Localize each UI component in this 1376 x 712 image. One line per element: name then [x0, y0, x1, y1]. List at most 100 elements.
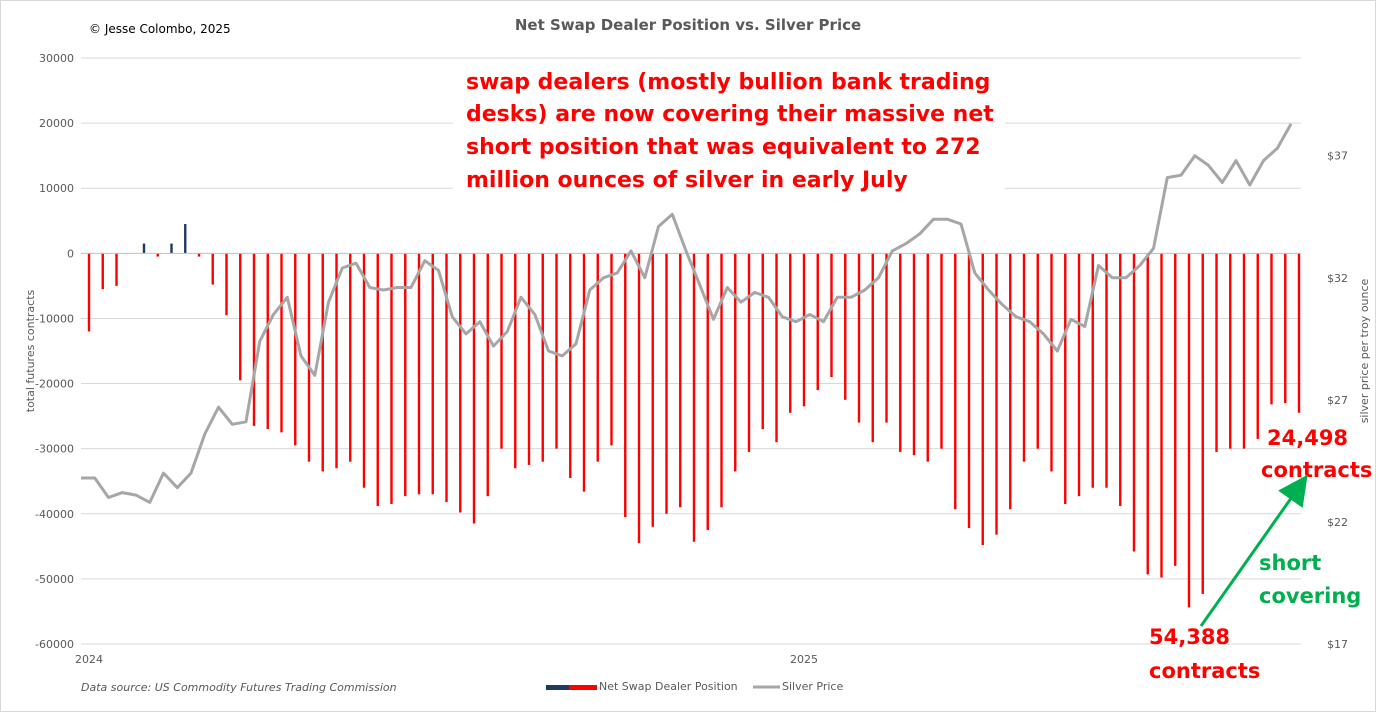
bar — [101, 253, 104, 290]
y-tick-label: -10000 — [35, 312, 74, 325]
bar — [225, 253, 228, 316]
bar — [995, 253, 998, 535]
y-tick-label: -50000 — [35, 573, 74, 586]
low-value-label: 54,388 — [1149, 625, 1230, 649]
bar — [1091, 253, 1094, 488]
legend-bar-swatch-positive — [546, 685, 569, 690]
bar — [1242, 253, 1246, 449]
bar — [830, 253, 833, 378]
silver-price-line — [81, 123, 1293, 504]
y2-tick-label: $37 — [1327, 150, 1348, 163]
y-axis-title: total futures contracts — [24, 290, 37, 413]
bar — [294, 253, 297, 446]
y-tick-label: -30000 — [35, 443, 74, 456]
bar — [885, 253, 888, 423]
bar — [954, 253, 957, 510]
bar — [761, 253, 764, 430]
bar — [1284, 253, 1287, 404]
bar — [569, 253, 572, 478]
bar — [789, 253, 792, 413]
bar — [1064, 253, 1067, 505]
bar — [1256, 253, 1259, 439]
y2-tick-label: $22 — [1327, 516, 1348, 529]
bar — [1022, 253, 1026, 462]
bar — [940, 253, 943, 449]
bar — [1105, 253, 1108, 488]
bar — [541, 253, 544, 462]
annotation-line-2: desks) are now covering their massive ne… — [466, 102, 994, 127]
short-covering-arrow — [1199, 474, 1308, 627]
bar — [1160, 253, 1163, 578]
bar — [1215, 253, 1218, 452]
latest-unit-label: contracts — [1261, 458, 1372, 482]
bar — [376, 253, 379, 506]
bar — [445, 253, 448, 503]
bar — [747, 253, 751, 452]
bar — [170, 243, 173, 254]
bar — [459, 253, 462, 513]
bar — [156, 253, 159, 257]
bar — [1297, 253, 1301, 413]
bar — [844, 253, 847, 400]
legend-bar-swatch-negative — [569, 685, 597, 690]
bar — [912, 253, 916, 456]
bar — [390, 253, 393, 505]
bar — [981, 253, 984, 546]
bar — [802, 253, 806, 407]
bar — [1050, 253, 1053, 472]
legend: Net Swap Dealer Position Silver Price — [546, 680, 843, 693]
bar — [857, 253, 861, 423]
bar — [926, 253, 929, 462]
chart-title: Net Swap Dealer Position vs. Silver Pric… — [515, 16, 861, 34]
bar — [1036, 253, 1039, 449]
bar — [871, 253, 874, 443]
bar — [514, 253, 517, 469]
bar — [472, 253, 476, 524]
bar — [967, 253, 971, 529]
bar — [679, 253, 682, 508]
bar — [252, 253, 256, 426]
bar — [637, 253, 641, 544]
bar — [665, 253, 668, 514]
legend-line-label: Silver Price — [782, 680, 843, 693]
short-covering-label-2: covering — [1259, 584, 1361, 608]
copyright-text: © Jesse Colombo, 2025 — [89, 22, 231, 36]
y-tick-label: -40000 — [35, 508, 74, 521]
bar — [1077, 253, 1081, 497]
bar — [87, 253, 91, 332]
bar — [1174, 253, 1177, 566]
bar — [775, 253, 778, 443]
y-tick-label: 10000 — [39, 182, 74, 195]
bar — [349, 253, 352, 462]
bar — [184, 224, 187, 254]
y2-axis-ticks: $17 $22 $27 $32 $37 — [1327, 150, 1348, 651]
legend-bars-label: Net Swap Dealer Position — [599, 680, 738, 693]
bar — [651, 253, 654, 527]
y2-tick-label: $32 — [1327, 272, 1348, 285]
bar — [1146, 253, 1149, 575]
bar — [582, 253, 586, 492]
low-unit-label: contracts — [1149, 659, 1260, 683]
y-tick-label: 30000 — [39, 52, 74, 65]
latest-value-label: 24,498 — [1267, 426, 1348, 450]
bar — [1132, 253, 1136, 552]
bar — [899, 253, 902, 452]
bar — [555, 253, 558, 449]
y2-tick-label: $17 — [1327, 638, 1348, 651]
y2-tick-label: $27 — [1327, 394, 1348, 407]
bar — [335, 253, 338, 469]
bar — [624, 253, 627, 518]
bar — [527, 253, 531, 465]
bar — [816, 253, 819, 391]
gridlines — [81, 57, 1301, 645]
x-tick-label: 2024 — [75, 653, 103, 666]
bar — [486, 253, 489, 497]
bar — [307, 253, 311, 462]
y2-axis-title: silver price per troy ounce — [1358, 278, 1371, 423]
bar — [734, 253, 737, 472]
bar — [142, 243, 146, 254]
annotation-line-4: million ounces of silver in early July — [466, 168, 908, 193]
bar — [211, 253, 214, 285]
bar — [720, 253, 723, 508]
